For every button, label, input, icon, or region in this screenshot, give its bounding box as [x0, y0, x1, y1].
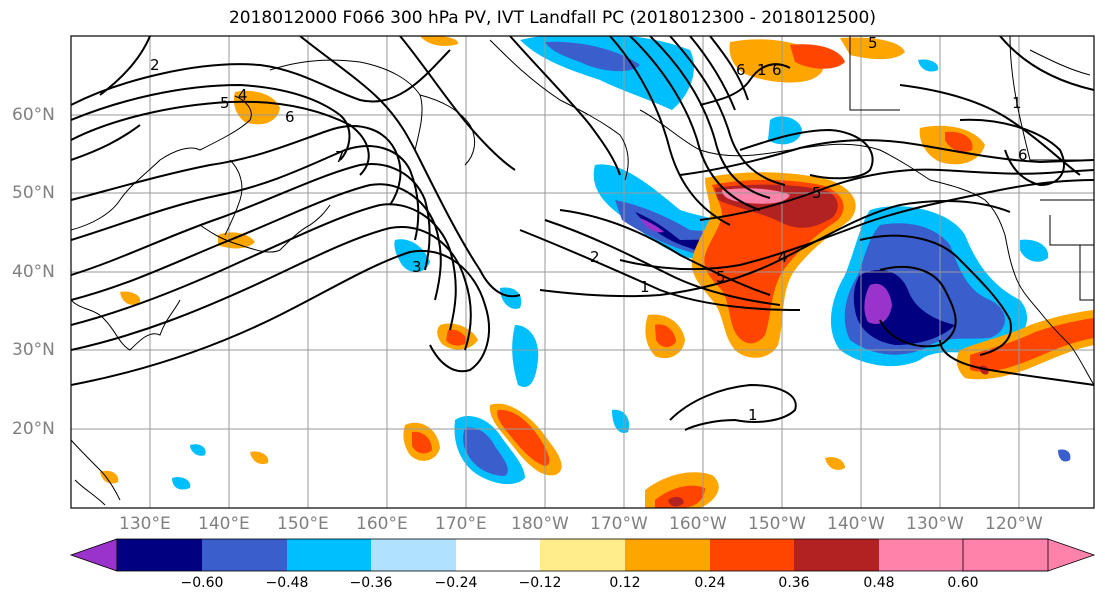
contour-label: 1	[748, 406, 758, 424]
colorbar-segment	[625, 539, 710, 571]
colorbar-segment	[287, 539, 371, 571]
colorbar-segment	[540, 539, 625, 571]
lat-label: 30°N	[12, 340, 55, 360]
plot-frame	[70, 35, 1095, 509]
colorbar-tick-label: −0.60	[180, 575, 224, 591]
colorbar-tick-label: −0.36	[349, 575, 393, 591]
contour-label: 4	[238, 86, 248, 104]
colorbar-tick-label: −0.24	[434, 575, 478, 591]
colorbar-frame	[116, 538, 1049, 572]
colorbar-min-extension	[69, 538, 118, 572]
colorbar-tick-label: −0.48	[265, 575, 309, 591]
contour-label: 1	[640, 278, 650, 296]
ivt-shading	[100, 36, 1094, 508]
lat-label: 60°N	[12, 105, 55, 125]
contour-label: 6	[736, 61, 746, 79]
colorbar-segment	[456, 539, 540, 571]
lon-label: 150°E	[277, 514, 329, 534]
contour-label: 2	[590, 248, 600, 266]
lat-label: 40°N	[12, 262, 55, 282]
map-title: 2018012000 F066 300 hPa PV, IVT Landfall…	[228, 8, 876, 28]
contour-label: 2	[150, 56, 160, 74]
contour-label: 3	[412, 258, 422, 276]
contour-label: 5	[220, 94, 230, 112]
lat-label: 50°N	[12, 183, 55, 203]
colorbar-tick-label: 0.12	[609, 575, 641, 591]
contour-label: 7	[335, 148, 345, 166]
lon-label: 160°E	[356, 514, 408, 534]
lon-label: 130°W	[906, 514, 964, 534]
lon-label: 170°E	[435, 514, 487, 534]
lon-label: 120°W	[985, 514, 1043, 534]
contour-labels: 2 4 5 6 7 3 2 1 5 4 5 6 1 6 5 6 1 1	[150, 34, 1028, 424]
colorbar-tick-label: 0.48	[863, 575, 895, 591]
colorbar-segment	[710, 539, 794, 571]
coastlines	[71, 36, 1094, 506]
pv-contours	[71, 36, 1094, 431]
contour-label: 5	[868, 34, 878, 52]
lon-label: 170°W	[590, 514, 648, 534]
colorbar-segment	[117, 539, 202, 571]
lon-label: 150°W	[748, 514, 806, 534]
colorbar-segment	[202, 539, 287, 571]
colorbar-tick-label: 0.24	[694, 575, 726, 591]
lon-label: 140°W	[827, 514, 885, 534]
contour-label: 4	[778, 248, 788, 266]
contour-label: 1	[757, 61, 767, 79]
lon-label: 160°W	[669, 514, 727, 534]
colorbar-segment	[794, 539, 879, 571]
contour-label: 5	[812, 184, 822, 202]
contour-label: 1	[1012, 94, 1022, 112]
colorbar-tick-label: 0.36	[778, 575, 810, 591]
colorbar-tick-label: 0.60	[947, 575, 979, 591]
lat-label: 20°N	[12, 419, 55, 439]
contour-label: 6	[285, 108, 295, 126]
lon-label: 180°W	[511, 514, 569, 534]
lon-label: 140°E	[198, 514, 250, 534]
map-plot-area: 2 4 5 6 7 3 2 1 5 4 5 6 1 6 5 6 1 1	[71, 34, 1094, 508]
colorbar-segment	[371, 539, 456, 571]
colorbar-segment	[879, 539, 963, 571]
colorbar-max-arrow	[962, 538, 1096, 572]
colorbar	[69, 538, 1096, 572]
colorbar-tick-label: −0.12	[518, 575, 562, 591]
contour-label: 6	[772, 61, 782, 79]
contour-label: 5	[716, 268, 726, 286]
contour-label: 6	[1018, 146, 1028, 164]
lon-label: 130°E	[119, 514, 171, 534]
